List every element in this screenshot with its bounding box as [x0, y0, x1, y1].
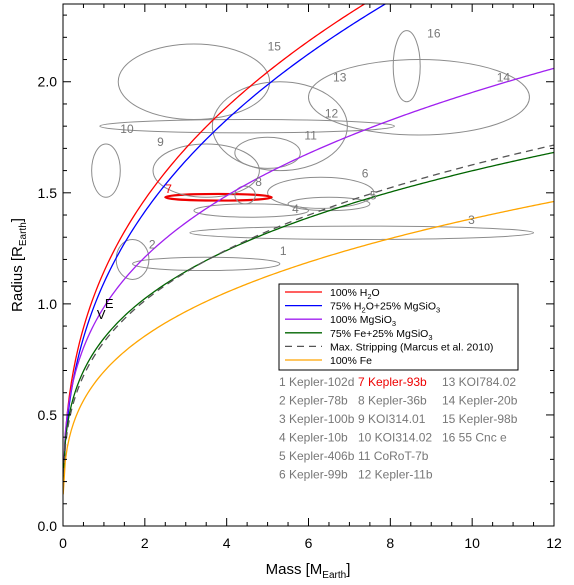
planet-number-2: 2	[149, 237, 156, 251]
curve-series-1	[63, 4, 387, 492]
planet-key-11: 11 CoRoT-7b	[358, 449, 429, 463]
legend-label-5: 100% Fe	[330, 355, 372, 367]
earth-marker-label: E	[105, 296, 114, 311]
planet-number-4: 4	[292, 202, 299, 216]
ellipse-planet-16	[392, 30, 421, 103]
planet-number-13: 13	[333, 71, 347, 85]
curve-series-0	[63, 4, 366, 489]
y-tick-label: 0.5	[38, 407, 58, 423]
legend-label-3: 75% Fe+25% MgSiO3	[330, 328, 433, 342]
y-tick-label: 1.0	[38, 296, 58, 312]
earth-marker: E V	[97, 296, 114, 322]
curve-series-2	[63, 67, 554, 481]
planet-key-7: 7 Kepler-93b	[358, 375, 427, 389]
x-tick-label: 12	[546, 535, 562, 551]
planet-number-7: 7	[165, 182, 172, 196]
planet-key-15: 15 Kepler-98b	[442, 412, 518, 426]
planet-key-16: 16 55 Cnc e	[442, 431, 507, 445]
planet-key-list: 1 Kepler-102d 2 Kepler-78b 3 Kepler-100b 4 …	[279, 375, 518, 482]
plot-area	[63, 4, 554, 526]
planet-number-8: 8	[255, 175, 262, 189]
y-tick-label: 2.0	[38, 74, 58, 90]
planet-key-12: 12 Kepler-11b	[358, 468, 433, 482]
planet-key-5: 5 Kepler-406b	[279, 449, 355, 463]
planet-number-11: 11	[304, 128, 317, 142]
x-tick-label: 0	[59, 535, 67, 551]
y-tick-label: 1.5	[38, 185, 58, 201]
x-axis-label: Mass [MEarth]	[266, 561, 351, 581]
planet-ellipses	[91, 30, 535, 280]
curve-series-5	[63, 200, 554, 495]
legend-label-2: 100% MgSiO3	[330, 314, 396, 328]
y-axis-label: Radius [REarth]	[9, 218, 29, 312]
planet-key-13: 13 KOI784.02	[442, 375, 516, 389]
planet-key-8: 8 Kepler-36b	[358, 394, 427, 408]
ellipse-planet-2	[115, 238, 150, 280]
legend-label-0: 100% H2O	[330, 287, 380, 301]
x-tick-label: 6	[305, 535, 313, 551]
planet-key-6: 6 Kepler-99b	[279, 468, 348, 482]
legend-box	[278, 283, 519, 371]
planet-number-12: 12	[325, 106, 339, 120]
ellipse-planet-4	[193, 203, 309, 218]
planet-number-5: 5	[370, 188, 377, 202]
ellipse-planet-13	[99, 119, 395, 134]
legend-label-4: Max. Stripping (Marcus et al. 2010)	[330, 341, 493, 353]
x-tick-label: 2	[141, 535, 149, 551]
ellipse-planet-8	[234, 185, 256, 205]
composition-curves	[63, 4, 554, 495]
axis-ticks: 0 2 4 6 8 10 120.00.51.01.52.0	[38, 4, 562, 551]
ellipse-planet-14	[308, 59, 530, 136]
curve-series-3	[63, 151, 554, 483]
x-tick-label: 10	[464, 535, 480, 551]
planet-number-16: 16	[427, 26, 441, 40]
planet-number-9: 9	[157, 135, 164, 149]
ellipse-planet-10	[91, 143, 121, 198]
planet-key-14: 14 Kepler-20b	[442, 394, 518, 408]
planet-number-1: 1	[280, 244, 287, 258]
planet-number-14: 14	[497, 71, 511, 85]
planet-number-10: 10	[120, 122, 134, 136]
planet-key-1: 1 Kepler-102d	[279, 375, 354, 389]
ellipse-planet-15	[117, 43, 271, 121]
legend-label-1: 75% H2O+25% MgSiO3	[330, 301, 440, 315]
y-tick-label: 0.0	[38, 518, 58, 534]
ellipse-planet-3	[189, 225, 535, 240]
ellipse-planet-1	[132, 256, 281, 272]
planet-key-9: 9 KOI314.01	[358, 412, 426, 426]
planet-key-10: 10 KOI314.02	[358, 431, 432, 445]
x-tick-label: 4	[223, 535, 231, 551]
ellipse-planet-6	[267, 176, 375, 209]
planet-number-3: 3	[468, 213, 475, 227]
planet-number-15: 15	[268, 40, 282, 54]
planet-key-4: 4 Kepler-10b	[279, 431, 348, 445]
planet-key-3: 3 Kepler-100b	[279, 412, 355, 426]
curve-series-4	[63, 144, 554, 488]
x-tick-label: 8	[386, 535, 394, 551]
planet-key-2: 2 Kepler-78b	[279, 394, 348, 408]
planet-number-6: 6	[362, 166, 369, 180]
ellipse-planet-9	[152, 143, 260, 198]
ellipse-planet-11	[234, 136, 301, 169]
earth-marker-symbol: V	[97, 307, 106, 322]
